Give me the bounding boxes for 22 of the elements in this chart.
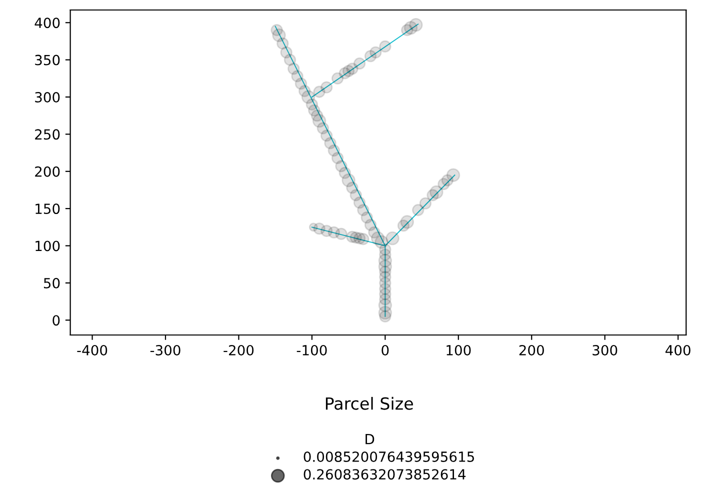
- x-tick-label: 0: [382, 344, 389, 356]
- legend-label: 0.008520076439595615: [304, 451, 474, 462]
- y-tick-label: 50: [44, 278, 60, 288]
- y-tick-label: 200: [35, 166, 60, 177]
- x-tick-label: -100: [296, 344, 327, 356]
- y-tick-label: 150: [36, 204, 60, 214]
- legend-title: D: [366, 434, 374, 444]
- x-tick-label: -200: [224, 344, 254, 356]
- x-tick-label: -300: [150, 344, 180, 356]
- x-tick-label: 400: [665, 344, 690, 356]
- y-tick-label: 250: [35, 129, 60, 140]
- x-tick-label: 100: [446, 344, 471, 356]
- legend-label: 0.26083632073852614: [304, 469, 466, 480]
- y-tick-label: 300: [35, 92, 60, 102]
- y-tick-label: 100: [36, 240, 60, 252]
- y-tick-label: 400: [34, 18, 60, 28]
- y-tick-label: 350: [35, 54, 60, 66]
- text: Parcel Size: [326, 396, 413, 410]
- x-tick-label: 300: [592, 344, 618, 356]
- y-tick-label: 0: [52, 315, 60, 326]
- x-tick-label: 200: [519, 344, 544, 356]
- x-tick-label: -400: [77, 344, 108, 356]
